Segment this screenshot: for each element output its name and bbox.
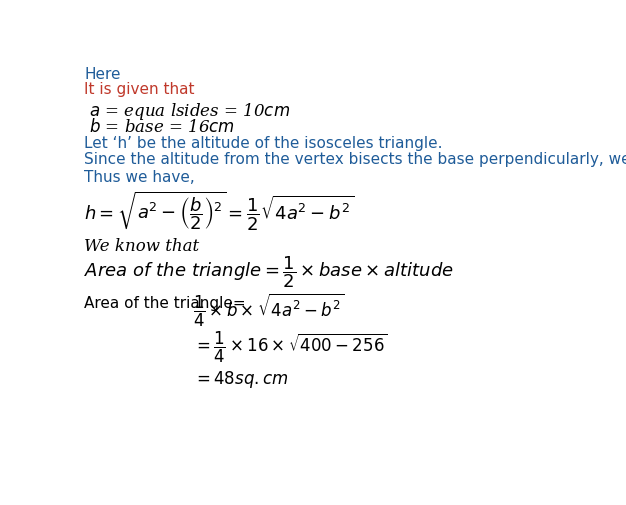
Text: Thus we have,: Thus we have, [85, 170, 195, 185]
Text: $h = \sqrt{a^2-\left(\dfrac{b}{2}\right)^2} = \dfrac{1}{2}\sqrt{4a^2-b^2}$: $h = \sqrt{a^2-\left(\dfrac{b}{2}\right)… [85, 190, 354, 233]
Text: Area of the triangle=: Area of the triangle= [85, 295, 246, 310]
Text: $= 48\mathit{sq.cm}$: $= 48\mathit{sq.cm}$ [193, 368, 289, 389]
Text: $= \dfrac{1}{4}\times16\times\sqrt{400-256}$: $= \dfrac{1}{4}\times16\times\sqrt{400-2… [193, 330, 387, 365]
Text: $\dfrac{1}{4}\times b\times\sqrt{4a^2-b^2}$: $\dfrac{1}{4}\times b\times\sqrt{4a^2-b^… [193, 291, 344, 329]
Text: Since the altitude from the vertex bisects the base perpendicularly, we can appl: Since the altitude from the vertex bisec… [85, 152, 626, 166]
Text: $b$ = base = 16$cm$: $b$ = base = 16$cm$ [89, 118, 235, 135]
Text: Here: Here [85, 67, 121, 82]
Text: $\mathit{Area\ of\ the\ triangle} = \dfrac{1}{2} \times \mathit{base} \times \ma: $\mathit{Area\ of\ the\ triangle} = \dfr… [85, 254, 454, 290]
Text: It is given that: It is given that [85, 82, 195, 97]
Text: We know that: We know that [85, 237, 200, 255]
Text: Let ‘h’ be the altitude of the isosceles triangle.: Let ‘h’ be the altitude of the isosceles… [85, 136, 443, 151]
Text: $a$ = equa lsides = 10$cm$: $a$ = equa lsides = 10$cm$ [89, 100, 290, 122]
